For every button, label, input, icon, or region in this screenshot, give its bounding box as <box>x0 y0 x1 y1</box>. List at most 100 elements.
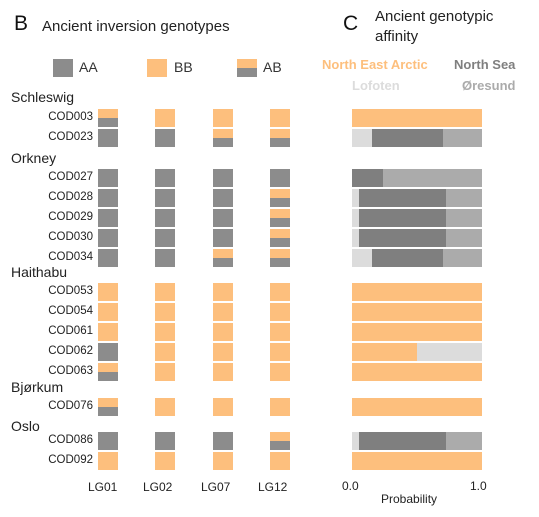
panel-c-letter: C <box>343 12 359 35</box>
legend-label-ab: AB <box>263 59 282 75</box>
affinity-segment--resund <box>383 169 482 187</box>
sample-label: COD063 <box>48 365 93 377</box>
group-label-oslo: Oslo <box>11 418 40 434</box>
affinity-segment-north-sea <box>359 209 446 227</box>
column-label-lg02: LG02 <box>143 480 173 494</box>
affinity-row-cod029 <box>352 209 482 227</box>
genotype-cell-cod028-lg12 <box>270 189 290 207</box>
sample-label: COD054 <box>48 305 93 317</box>
x-tick-max: 1.0 <box>470 479 487 493</box>
genotype-cell-cod076-lg07 <box>213 398 233 416</box>
affinity-segment-north-sea <box>359 432 446 450</box>
genotype-cell-cod030-lg02 <box>155 229 175 247</box>
genotype-cell-cod029-lg01 <box>98 209 118 227</box>
affinity-segment-north-sea <box>372 129 444 147</box>
genotype-cell-cod076-lg01 <box>98 398 118 416</box>
genotype-cell-cod028-lg02 <box>155 189 175 207</box>
genotype-cell-cod076-lg02 <box>155 398 175 416</box>
x-tick-min: 0.0 <box>342 479 359 493</box>
genotype-half-b <box>270 432 290 441</box>
genotype-half-a <box>98 372 118 381</box>
genotype-cell-cod063-lg02 <box>155 363 175 381</box>
genotype-cell-cod086-lg01 <box>98 432 118 450</box>
group-label-haithabu: Haithabu <box>11 264 68 280</box>
genotype-cell-cod053-lg12 <box>270 283 290 301</box>
genotype-half-b <box>98 109 118 118</box>
affinity-segment-lofoten <box>417 343 482 361</box>
affinity-segment-lofoten <box>352 129 372 147</box>
genotype-half-a <box>213 258 233 267</box>
affinity-segment-north-east-arctic <box>352 343 417 361</box>
affinity-row-cod053 <box>352 283 482 301</box>
affinity-segment--resund <box>443 129 482 147</box>
affinity-segment-north-east-arctic <box>352 283 482 301</box>
column-label-lg12: LG12 <box>258 480 288 494</box>
genotype-cell-cod034-lg02 <box>155 249 175 267</box>
sample-label: COD061 <box>48 325 93 337</box>
affinity-segment-lofoten <box>352 209 359 227</box>
affinity-segment-lofoten <box>352 432 359 450</box>
genotype-half-b <box>270 129 290 138</box>
genotype-cell-cod063-lg07 <box>213 363 233 381</box>
sample-label: COD029 <box>48 211 93 223</box>
legend-label-oresund: Øresund <box>462 78 516 93</box>
genotype-cell-cod027-lg02 <box>155 169 175 187</box>
affinity-segment-lofoten <box>352 249 372 267</box>
affinity-row-cod054 <box>352 303 482 321</box>
sample-label: COD030 <box>48 231 93 243</box>
genotype-cell-cod061-lg01 <box>98 323 118 341</box>
affinity-row-cod028 <box>352 189 482 207</box>
genotype-cell-cod063-lg12 <box>270 363 290 381</box>
genotype-cell-cod061-lg12 <box>270 323 290 341</box>
x-axis-label: Probability <box>381 492 438 506</box>
genotype-cell-cod029-lg02 <box>155 209 175 227</box>
genotype-cell-cod023-lg01 <box>98 129 118 147</box>
genotype-cell-cod027-lg07 <box>213 169 233 187</box>
column-label-lg01: LG01 <box>88 480 118 494</box>
genotype-half-b <box>270 209 290 218</box>
genotype-half-b <box>213 129 233 138</box>
genotype-cell-cod061-lg07 <box>213 323 233 341</box>
genotype-half-a <box>213 138 233 147</box>
genotype-cell-cod034-lg12 <box>270 249 290 267</box>
genotype-cell-cod092-lg12 <box>270 452 290 470</box>
genotype-half-b <box>98 363 118 372</box>
genotype-half-a <box>270 258 290 267</box>
genotype-half-b <box>213 249 233 258</box>
genotype-half-b <box>270 229 290 238</box>
genotype-cell-cod076-lg12 <box>270 398 290 416</box>
legend-label-north-east-arctic: North East Arctic <box>322 57 428 72</box>
affinity-row-cod092 <box>352 452 482 470</box>
affinity-row-cod086 <box>352 432 482 450</box>
sample-label: COD023 <box>48 131 93 143</box>
genotype-cell-cod092-lg07 <box>213 452 233 470</box>
genotype-cell-cod003-lg02 <box>155 109 175 127</box>
genotype-cell-cod029-lg07 <box>213 209 233 227</box>
sample-label: COD062 <box>48 345 93 357</box>
genotype-cell-cod053-lg02 <box>155 283 175 301</box>
sample-label: COD086 <box>48 434 93 446</box>
legend-label-aa: AA <box>79 59 98 75</box>
group-label-orkney: Orkney <box>11 150 57 166</box>
affinity-segment-north-sea <box>372 249 444 267</box>
affinity-segment-north-sea <box>359 189 446 207</box>
genotype-half-a <box>270 218 290 227</box>
affinity-segment--resund <box>446 432 482 450</box>
sample-label: COD076 <box>48 400 93 412</box>
affinity-segment--resund <box>446 209 482 227</box>
genotype-cell-cod062-lg07 <box>213 343 233 361</box>
affinity-segment-north-east-arctic <box>352 452 482 470</box>
genotype-cell-cod034-lg01 <box>98 249 118 267</box>
genotype-cell-cod023-lg07 <box>213 129 233 147</box>
genotype-cell-cod092-lg02 <box>155 452 175 470</box>
legend-swatch-aa <box>53 59 73 77</box>
legend-swatch-ab <box>237 59 257 77</box>
genotype-cell-cod092-lg01 <box>98 452 118 470</box>
genotype-cell-cod054-lg12 <box>270 303 290 321</box>
affinity-segment-north-east-arctic <box>352 398 482 416</box>
genotype-half-b <box>270 189 290 198</box>
genotype-cell-cod028-lg07 <box>213 189 233 207</box>
affinity-segment-north-east-arctic <box>352 323 482 341</box>
